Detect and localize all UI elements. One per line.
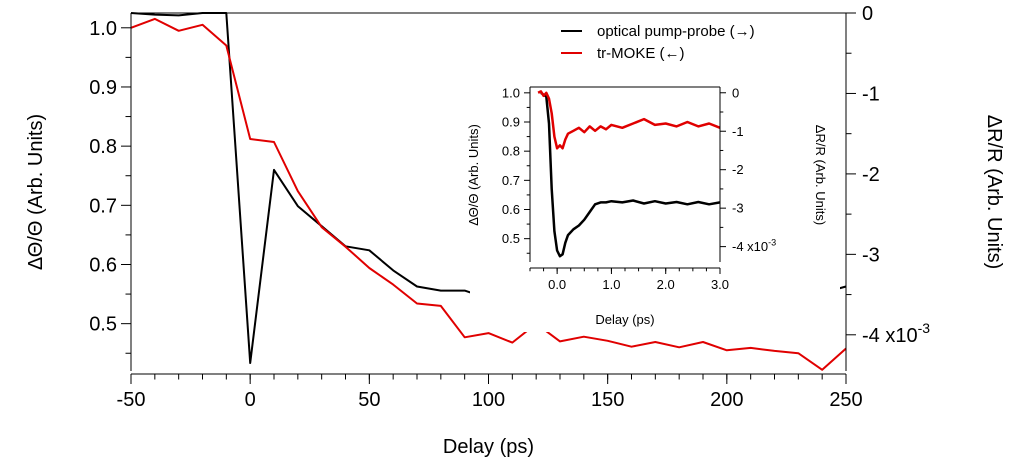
inset-left-y-tick-label: 0.9 bbox=[502, 115, 520, 130]
main-right-y-tick-label: -3 bbox=[862, 244, 880, 266]
inset-left-y-axis-title: ΔΘ/Θ (Arb. Units) bbox=[466, 124, 481, 226]
inset-right-y-tick-label: -2 bbox=[732, 162, 744, 177]
main-plot: -50 0 50 100 150 200 250 0.5 0.6 0.7 0.8 0.9 1.0 0 -1 -… bbox=[25, 3, 1005, 458]
inset-x-tick-label: 3.0 bbox=[711, 277, 729, 292]
main-right-y-tick-label: -4 x10-3 bbox=[862, 320, 930, 347]
inset-x-tick-label: 2.0 bbox=[657, 277, 675, 292]
inset-right-y-tick-label: 0 bbox=[732, 85, 739, 100]
inset-plot: 0.0 1.0 2.0 3.00.50.60.70.80.91.0 0-1-2-3-4 … bbox=[466, 72, 840, 332]
main-x-tick-label: 100 bbox=[472, 389, 505, 411]
inset-right-y-tick-label: -3 bbox=[732, 201, 744, 216]
main-right-y-tick-label: 0 bbox=[862, 3, 873, 25]
main-axes-group: -50 0 50 100 150 200 250 0.5 0.6 0.7 0.8 0.9 1.0 0 -1 -… bbox=[89, 3, 930, 411]
main-x-tick-label: 0 bbox=[245, 389, 256, 411]
main-right-exponent: -3 bbox=[918, 320, 931, 336]
main-x-tick-label: -50 bbox=[117, 389, 146, 411]
inset-x-tick-label: 1.0 bbox=[602, 277, 620, 292]
main-left-y-tick-label: 0.5 bbox=[89, 314, 117, 336]
inset-left-y-tick-label: 0.7 bbox=[502, 173, 520, 188]
inset-left-y-tick-label: 1.0 bbox=[502, 85, 520, 100]
main-left-y-tick-label: 0.8 bbox=[89, 136, 117, 158]
main-right-y-axis-title: ΔR/R (Arb. Units) bbox=[983, 115, 1005, 269]
inset-right-y-tick-label: -4 x10-3 bbox=[732, 237, 776, 254]
main-left-y-tick-label: 0.7 bbox=[89, 195, 117, 217]
main-x-tick-label: 50 bbox=[358, 389, 380, 411]
legend-label-optical-pump-probe: optical pump-probe (→) bbox=[597, 23, 755, 40]
inset-left-y-tick-label: 0.5 bbox=[502, 231, 520, 246]
main-left-y-axis-title: ΔΘ/Θ (Arb. Units) bbox=[25, 114, 47, 270]
main-x-tick-label: 150 bbox=[591, 389, 624, 411]
inset-left-y-tick-label: 0.6 bbox=[502, 202, 520, 217]
legend-label-tr-moke: tr-MOKE (←) bbox=[597, 45, 685, 62]
inset-axes-group: 0.0 1.0 2.0 3.00.50.60.70.80.91.0 0-1-2-3-4 … bbox=[502, 85, 776, 292]
inset-x-tick-label: 0.0 bbox=[548, 277, 566, 292]
inset-x-axis-title: Delay (ps) bbox=[595, 312, 654, 327]
main-x-axis-title: Delay (ps) bbox=[443, 436, 534, 458]
main-x-tick-label: 200 bbox=[710, 389, 743, 411]
inset-right-y-tick-label: -1 bbox=[732, 124, 744, 139]
main-left-y-tick-label: 0.6 bbox=[89, 254, 117, 276]
inset-series-line-1 bbox=[537, 90, 721, 150]
main-left-y-tick-label: 1.0 bbox=[89, 18, 117, 40]
chart-legend: optical pump-probe (→) tr-MOKE (←) bbox=[561, 23, 755, 62]
inset-left-y-tick-label: 0.8 bbox=[502, 144, 520, 159]
inset-series-group bbox=[537, 90, 721, 258]
main-x-tick-label: 250 bbox=[829, 389, 862, 411]
main-right-y-tick-label: -2 bbox=[862, 164, 880, 186]
main-left-y-tick-label: 0.9 bbox=[89, 77, 117, 99]
inset-right-exponent: -3 bbox=[768, 237, 776, 247]
main-series-line-1 bbox=[130, 17, 847, 371]
inset-series-line-0 bbox=[540, 91, 721, 258]
main-right-y-tick-label: -1 bbox=[862, 83, 880, 105]
inset-right-y-axis-title: ΔR/R (Arb. Units) bbox=[813, 125, 828, 225]
